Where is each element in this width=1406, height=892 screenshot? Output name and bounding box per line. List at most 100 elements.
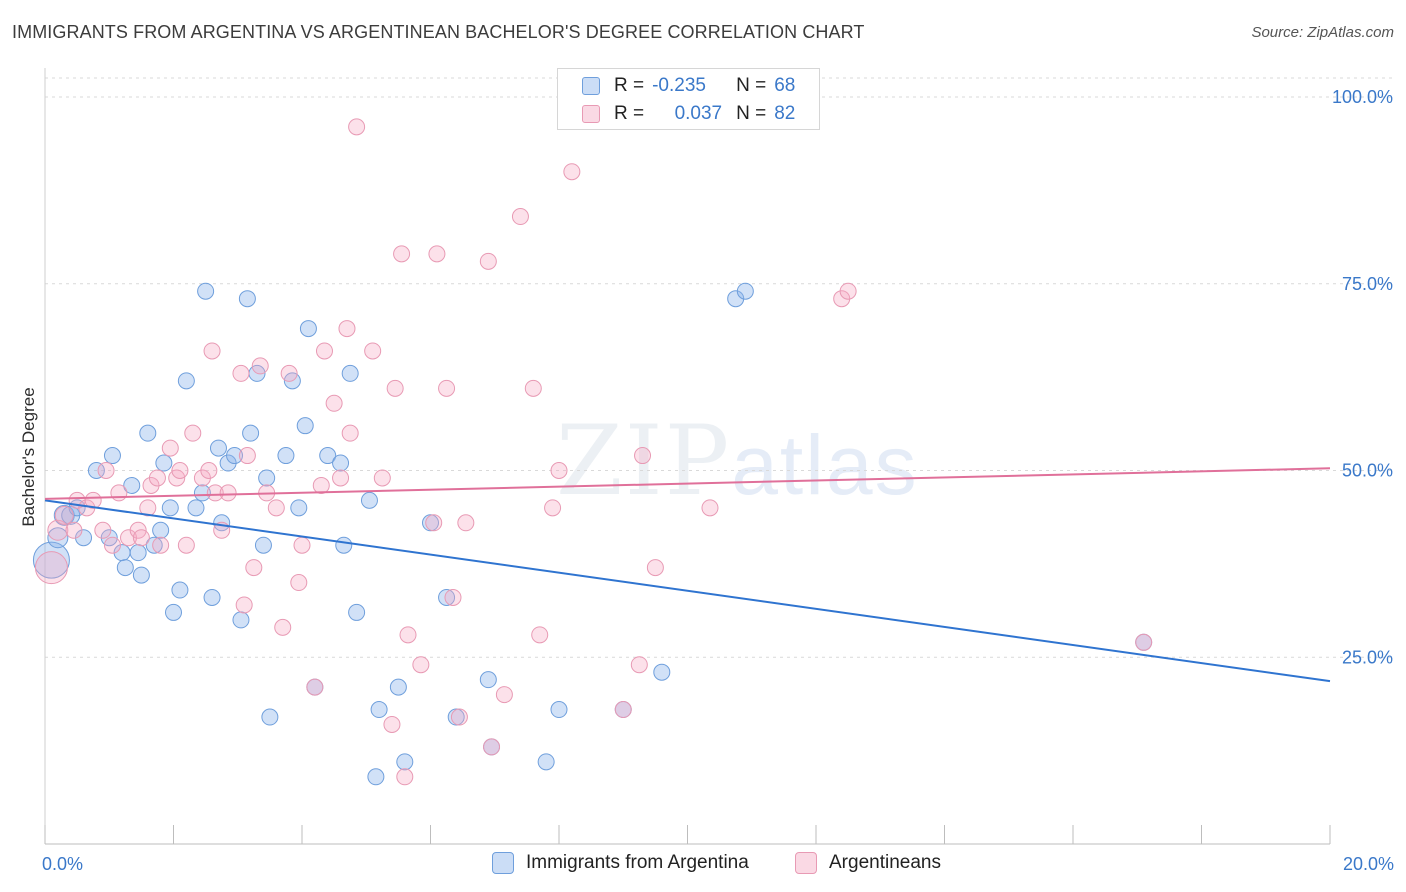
data-point-argentineans: [450, 708, 468, 726]
data-point-argentineans: [219, 484, 237, 502]
data-point-argentineans: [839, 282, 857, 300]
data-point-argentineans: [495, 686, 513, 704]
data-point-immigrants: [145, 536, 163, 554]
data-point-argentineans: [630, 656, 648, 674]
data-point-argentineans: [152, 536, 170, 554]
data-point-immigrants: [242, 424, 260, 442]
legend-r-label: R =: [614, 75, 645, 96]
y-tick-label: 50.0%: [1342, 461, 1393, 481]
data-point-argentineans: [412, 656, 430, 674]
legend-r-value: -0.235: [652, 75, 706, 96]
data-point-immigrants: [165, 603, 182, 621]
data-point-argentineans: [34, 551, 68, 585]
data-point-immigrants: [653, 663, 671, 681]
data-point-argentineans: [171, 462, 189, 479]
data-point-argentineans: [399, 626, 417, 644]
data-point-immigrants: [389, 678, 407, 696]
data-point-immigrants: [232, 611, 250, 629]
data-point-argentineans: [177, 536, 195, 554]
data-point-immigrants: [116, 559, 134, 577]
data-point-immigrants: [203, 588, 221, 606]
data-point-argentineans: [65, 521, 83, 539]
data-point-argentineans: [457, 514, 475, 532]
trend-line-argentineans: [44, 467, 1331, 500]
axis-labels: 25.0% 50.0% 75.0% 100.0% 0.0% 20.0% Bachelor's…: [19, 87, 1394, 874]
data-point-immigrants: [155, 454, 173, 472]
data-point-immigrants: [299, 320, 317, 338]
data-point-immigrants: [438, 588, 456, 606]
data-point-immigrants: [261, 708, 279, 726]
legend-swatch-blue: [582, 77, 600, 95]
data-point-argentineans: [235, 596, 253, 614]
data-point-immigrants: [335, 536, 353, 554]
trend-line-immigrants: [44, 499, 1331, 683]
data-point-argentineans: [531, 626, 549, 644]
data-point-immigrants: [139, 424, 157, 442]
data-point-immigrants: [277, 447, 295, 465]
data-point-immigrants: [103, 447, 121, 465]
data-point-immigrants: [290, 499, 308, 517]
series-argentineans: [34, 118, 1153, 786]
watermark-zip: ZIP: [556, 405, 732, 517]
data-point-argentineans: [325, 394, 343, 412]
data-point-argentineans: [238, 447, 256, 465]
legend-item-argentineans[interactable]: Argentineans: [795, 852, 941, 874]
data-point-argentineans: [94, 521, 112, 539]
data-point-argentineans: [483, 738, 501, 756]
data-point-immigrants: [193, 484, 211, 502]
data-point-argentineans: [312, 476, 330, 494]
data-point-argentineans: [563, 163, 581, 181]
data-point-argentineans: [428, 245, 446, 263]
data-point-immigrants: [332, 454, 350, 472]
data-point-argentineans: [274, 618, 292, 636]
data-point-argentineans: [511, 208, 529, 226]
data-point-argentineans: [332, 469, 350, 487]
data-point-argentineans: [203, 342, 221, 360]
data-point-argentineans: [550, 462, 568, 479]
data-point-immigrants: [258, 469, 276, 487]
legend-n-value: 68: [774, 75, 796, 96]
data-point-immigrants: [479, 671, 497, 689]
data-point-argentineans: [444, 588, 462, 606]
data-point-argentineans: [634, 447, 652, 465]
data-point-immigrants: [123, 476, 141, 494]
data-point-immigrants: [296, 417, 314, 435]
data-point-argentineans: [97, 462, 115, 479]
data-point-immigrants: [171, 581, 189, 599]
data-point-argentineans: [544, 499, 562, 517]
data-point-argentineans: [306, 678, 324, 696]
legend-label-immigrants: Immigrants from Argentina: [526, 852, 749, 873]
legend-item-immigrants[interactable]: Immigrants from Argentina: [492, 852, 749, 874]
data-point-argentineans: [110, 484, 128, 502]
series-immigrants-from-argentina: [32, 282, 1153, 786]
data-point-argentineans: [393, 245, 411, 263]
data-point-immigrants: [319, 447, 337, 465]
data-point-argentineans: [701, 499, 719, 517]
legend-r-label: R =: [614, 103, 645, 124]
axes: [44, 68, 1331, 845]
data-point-argentineans: [267, 499, 285, 517]
data-point-argentineans: [1135, 633, 1153, 651]
legend-row-blue: R = -0.235 N = 68: [582, 72, 795, 100]
data-point-argentineans: [646, 559, 664, 577]
legend-n-label: N =: [736, 103, 767, 124]
data-point-immigrants: [550, 701, 568, 719]
data-point-argentineans: [373, 469, 391, 487]
x-tick-label-min: 0.0%: [42, 854, 83, 874]
data-point-immigrants: [238, 290, 256, 308]
data-point-argentineans: [103, 536, 121, 554]
legend-swatch-pink: [582, 105, 600, 123]
data-point-immigrants: [226, 447, 244, 465]
data-point-argentineans: [396, 768, 414, 786]
data-point-immigrants: [197, 282, 215, 300]
data-point-immigrants: [341, 364, 359, 382]
stats-legend: R = -0.235 N = 68 R = 0.037 N = 82: [557, 68, 820, 130]
data-point-immigrants: [47, 527, 69, 549]
data-point-immigrants: [209, 439, 227, 457]
data-point-argentineans: [338, 320, 356, 338]
data-point-argentineans: [206, 484, 224, 502]
data-point-immigrants: [132, 566, 150, 584]
data-point-argentineans: [383, 715, 401, 733]
data-point-immigrants: [367, 768, 385, 786]
